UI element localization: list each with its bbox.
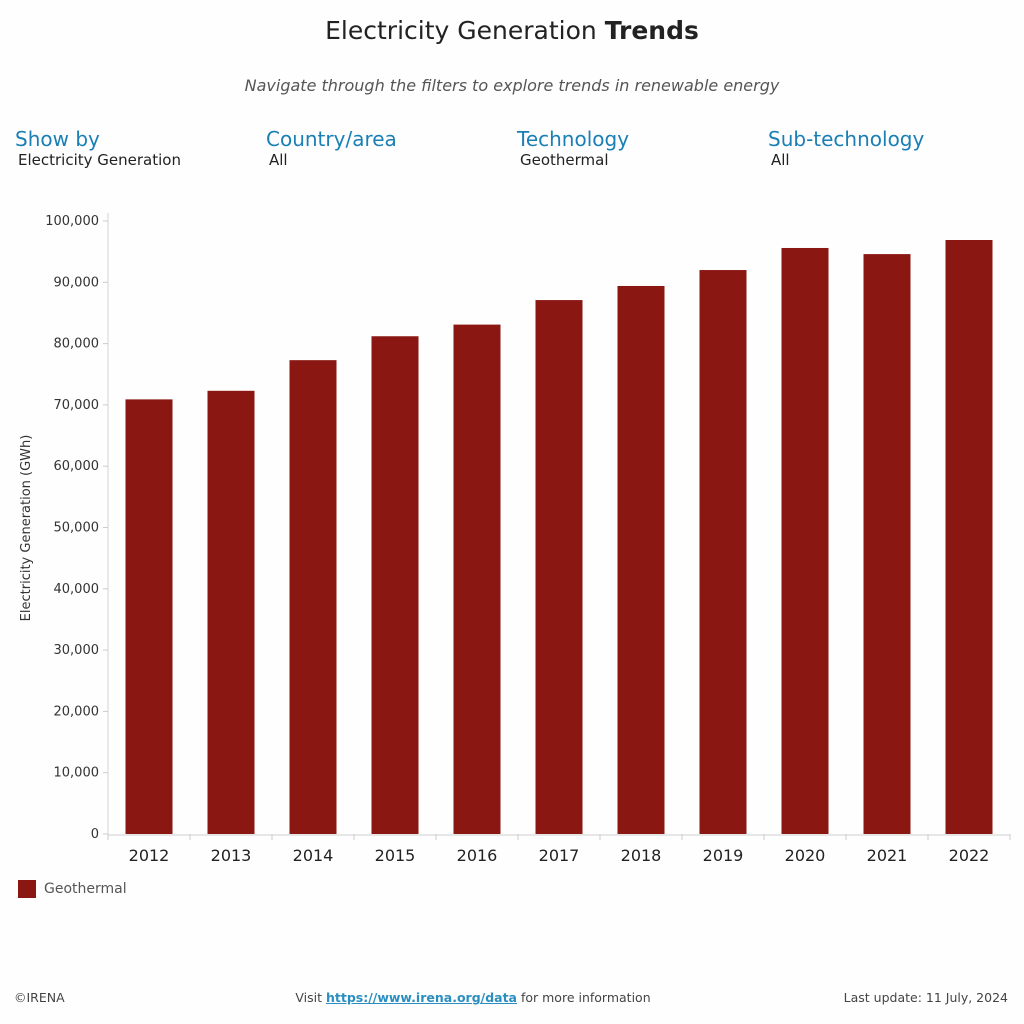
y-tick-label: 30,000 <box>54 643 100 658</box>
bar-2021 <box>863 254 911 835</box>
y-tick-label: 80,000 <box>54 337 100 352</box>
title-bold: Trends <box>604 16 699 45</box>
title-regular: Electricity Generation <box>325 16 597 45</box>
bar-2015 <box>371 336 419 834</box>
copyright: ©IRENA <box>14 990 65 1005</box>
visit-prefix: Visit <box>295 990 326 1005</box>
y-tick-label: 40,000 <box>54 582 100 597</box>
filter-technology[interactable]: Technology Geothermal <box>517 127 629 169</box>
x-tick-label: 2022 <box>949 846 990 865</box>
footer-visit: Visit https://www.irena.org/data for mor… <box>0 990 946 1005</box>
bar-2022 <box>945 240 993 835</box>
y-tick-label: 100,000 <box>45 214 99 229</box>
filter-value[interactable]: Geothermal <box>520 151 609 169</box>
x-tick-label: 2020 <box>785 846 826 865</box>
x-tick-label: 2018 <box>621 846 662 865</box>
bar-2014 <box>289 360 337 834</box>
filter-country-area[interactable]: Country/area All <box>266 127 397 169</box>
legend-swatch <box>18 880 36 898</box>
filter-sub-technology[interactable]: Sub-technology All <box>768 127 924 169</box>
irena-data-link[interactable]: https://www.irena.org/data <box>325 990 517 1005</box>
filter-label: Country/area <box>266 127 397 151</box>
filter-value[interactable]: All <box>771 151 790 169</box>
y-tick-label: 50,000 <box>54 521 100 536</box>
filter-label: Show by <box>15 127 100 151</box>
x-tick-label: 2017 <box>539 846 580 865</box>
bar-2018 <box>617 285 665 834</box>
bar-chart: Electricity Generation (GWh) 0 10,000 20,0… <box>19 213 1011 865</box>
last-update: Last update: 11 July, 2024 <box>843 990 1008 1005</box>
visit-suffix: for more information <box>517 990 651 1005</box>
x-tick-label: 2021 <box>867 846 908 865</box>
bar-2017 <box>535 300 583 834</box>
legend[interactable]: Geothermal <box>18 880 127 898</box>
filter-show-by[interactable]: Show by Electricity Generation <box>15 127 181 169</box>
x-tick-label: 2013 <box>211 846 252 865</box>
bar-2016 <box>453 324 501 834</box>
x-tick-label: 2014 <box>293 846 334 865</box>
bar-2013 <box>207 390 255 834</box>
y-axis-label: Electricity Generation (GWh) <box>19 435 34 622</box>
x-tick-label: 2015 <box>375 846 416 865</box>
bar-2019 <box>699 270 747 834</box>
page-title: Electricity Generation Trends <box>0 16 1024 45</box>
filter-value[interactable]: Electricity Generation <box>18 151 181 169</box>
bar-2020 <box>781 247 829 835</box>
y-tick-label: 20,000 <box>54 704 100 719</box>
page-subtitle: Navigate through the filters to explore … <box>244 76 780 95</box>
filter-label: Sub-technology <box>768 127 925 151</box>
filter-label: Technology <box>517 127 630 151</box>
y-tick-label: 60,000 <box>54 459 100 474</box>
filter-value[interactable]: All <box>269 151 288 169</box>
bar-2012 <box>125 399 173 834</box>
legend-label: Geothermal <box>44 881 127 897</box>
x-tick-label: 2012 <box>129 846 170 865</box>
y-tick-label: 70,000 <box>54 398 100 413</box>
x-tick-label: 2019 <box>703 846 744 865</box>
x-tick-label: 2016 <box>457 846 498 865</box>
y-tick-label: 10,000 <box>54 766 100 781</box>
y-tick-label: 90,000 <box>54 275 100 290</box>
y-tick-label: 0 <box>91 827 99 842</box>
